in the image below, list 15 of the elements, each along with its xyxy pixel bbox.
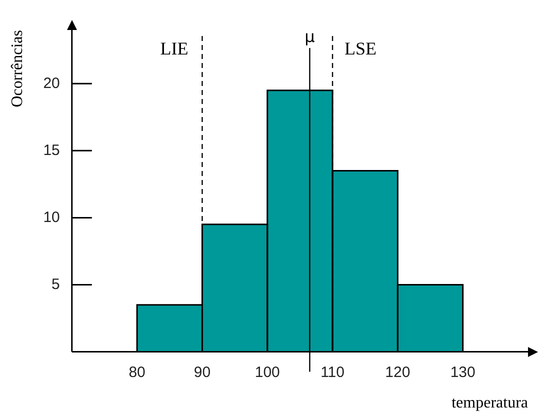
ref-line-label: μ bbox=[304, 27, 315, 46]
y-tick-label: 15 bbox=[43, 142, 60, 159]
x-tick-label: 100 bbox=[254, 364, 280, 381]
x-tick-label: 80 bbox=[128, 364, 146, 381]
y-tick-label: 5 bbox=[52, 276, 60, 293]
x-tick-label: 130 bbox=[450, 364, 476, 381]
y-axis-title: Ocorrências bbox=[8, 30, 26, 108]
ref-line-label: LIE bbox=[160, 38, 188, 59]
y-tick-label: 20 bbox=[43, 74, 60, 92]
x-tick-label: 110 bbox=[320, 364, 344, 381]
ref-line-label: LSE bbox=[344, 38, 377, 59]
x-axis-title: temperatura bbox=[452, 394, 528, 412]
y-tick-label: 10 bbox=[43, 208, 60, 226]
x-tick-label: 120 bbox=[385, 364, 410, 381]
x-tick-label: 90 bbox=[194, 364, 211, 381]
